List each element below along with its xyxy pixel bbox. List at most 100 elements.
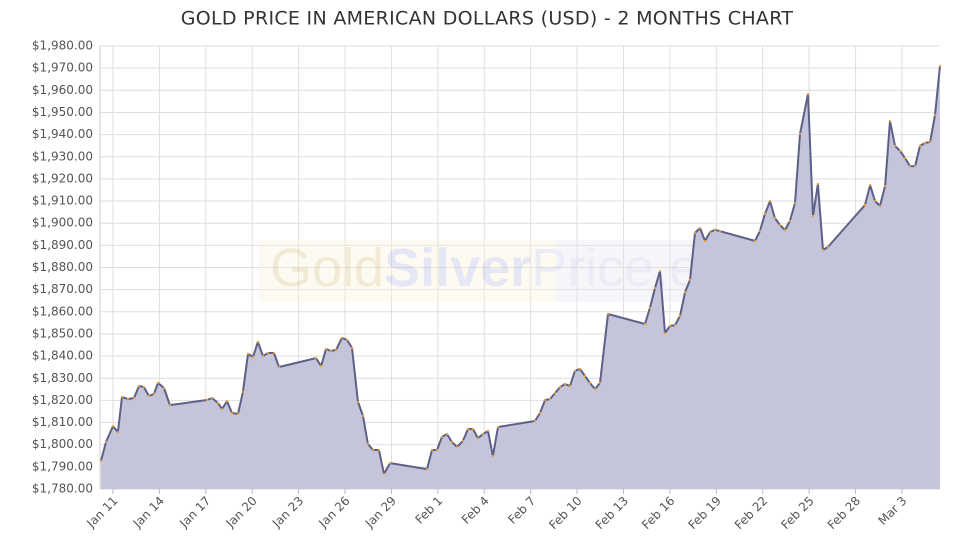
data-point xyxy=(104,440,108,444)
data-point xyxy=(793,201,797,205)
chart-title: GOLD PRICE IN AMERICAN DOLLARS (USD) - 2… xyxy=(181,8,794,30)
y-tick-label: $1,980.00 xyxy=(32,39,93,53)
y-tick-label: $1,930.00 xyxy=(32,149,93,163)
y-tick-label: $1,790.00 xyxy=(32,459,93,473)
data-point xyxy=(152,392,156,395)
data-point xyxy=(425,467,429,471)
data-point xyxy=(440,435,444,439)
data-point xyxy=(481,432,485,436)
data-point xyxy=(643,322,647,326)
data-point xyxy=(543,398,547,402)
data-point xyxy=(648,306,652,310)
data-point xyxy=(366,442,370,446)
data-point xyxy=(168,403,172,407)
data-point xyxy=(430,448,434,452)
y-tick-label: $1,810.00 xyxy=(32,415,93,429)
x-tick-label: Feb 4 xyxy=(459,494,492,527)
x-tick-label: Feb 16 xyxy=(639,494,677,532)
data-point xyxy=(137,384,141,388)
x-tick-label: Jan 14 xyxy=(130,494,167,531)
data-point xyxy=(236,412,240,416)
data-point xyxy=(673,323,677,327)
data-point xyxy=(563,382,567,386)
x-tick-label: Jan 17 xyxy=(176,494,213,531)
data-point xyxy=(334,348,338,351)
data-point xyxy=(553,391,557,395)
data-point xyxy=(658,269,662,273)
data-point xyxy=(663,331,667,335)
y-tick-label: $1,800.00 xyxy=(32,437,93,451)
data-point xyxy=(319,364,323,368)
data-point xyxy=(593,388,597,391)
data-point xyxy=(538,411,542,415)
y-tick-label: $1,830.00 xyxy=(32,371,93,385)
data-point xyxy=(893,144,897,147)
data-point xyxy=(111,424,115,428)
data-point xyxy=(476,436,480,440)
data-point xyxy=(811,214,815,217)
y-tick-label: $1,970.00 xyxy=(32,61,93,75)
x-tick-label: Feb 1 xyxy=(412,494,445,527)
data-point xyxy=(216,401,220,405)
watermark-part: Silver xyxy=(384,238,531,298)
data-point xyxy=(763,212,767,215)
y-tick-label: $1,900.00 xyxy=(32,216,93,230)
data-point xyxy=(863,203,867,207)
data-point xyxy=(798,132,802,136)
data-point xyxy=(783,228,787,232)
data-point xyxy=(491,454,495,458)
data-point xyxy=(933,114,937,117)
data-point xyxy=(913,164,917,168)
data-point xyxy=(878,204,882,208)
y-tick-label: $1,840.00 xyxy=(32,349,93,363)
data-point xyxy=(230,411,234,415)
data-point xyxy=(461,439,465,443)
data-point xyxy=(120,395,124,399)
data-point xyxy=(606,312,610,316)
data-point xyxy=(918,144,922,147)
data-point xyxy=(938,64,942,68)
data-point xyxy=(142,386,146,389)
data-point xyxy=(923,141,927,145)
data-point xyxy=(903,156,907,160)
data-point xyxy=(126,397,130,401)
data-point xyxy=(778,223,782,227)
data-point xyxy=(225,399,229,403)
x-tick-label: Feb 28 xyxy=(825,494,863,532)
data-point xyxy=(324,347,328,351)
x-tick-label: Feb 13 xyxy=(593,494,631,532)
x-tick-label: Feb 19 xyxy=(685,494,723,532)
data-point xyxy=(773,217,777,220)
x-tick-label: Feb 22 xyxy=(732,494,770,532)
y-tick-label: $1,860.00 xyxy=(32,304,93,318)
data-point xyxy=(466,427,470,431)
data-point xyxy=(162,386,166,390)
data-point xyxy=(435,448,439,452)
data-point xyxy=(668,324,672,328)
data-point xyxy=(371,448,375,452)
data-point xyxy=(588,381,592,385)
data-point xyxy=(533,419,537,423)
data-point xyxy=(450,440,454,444)
data-point xyxy=(496,425,500,429)
x-tick-label: Feb 25 xyxy=(778,494,816,532)
data-point xyxy=(251,355,255,359)
data-point xyxy=(653,286,657,290)
data-point xyxy=(205,398,209,402)
data-point xyxy=(868,184,872,187)
x-tick-label: Jan 20 xyxy=(223,494,260,531)
data-point xyxy=(455,445,459,449)
data-point xyxy=(548,397,552,401)
data-point xyxy=(718,230,722,233)
data-point xyxy=(713,228,717,231)
x-tick-label: Jan 26 xyxy=(315,494,352,531)
data-point xyxy=(888,119,892,123)
data-point xyxy=(356,400,360,404)
x-tick-label: Jan 11 xyxy=(83,494,120,531)
x-tick-label: Feb 10 xyxy=(546,494,584,532)
y-tick-label: $1,880.00 xyxy=(32,260,93,274)
data-point xyxy=(578,367,582,371)
y-tick-label: $1,910.00 xyxy=(32,194,93,208)
